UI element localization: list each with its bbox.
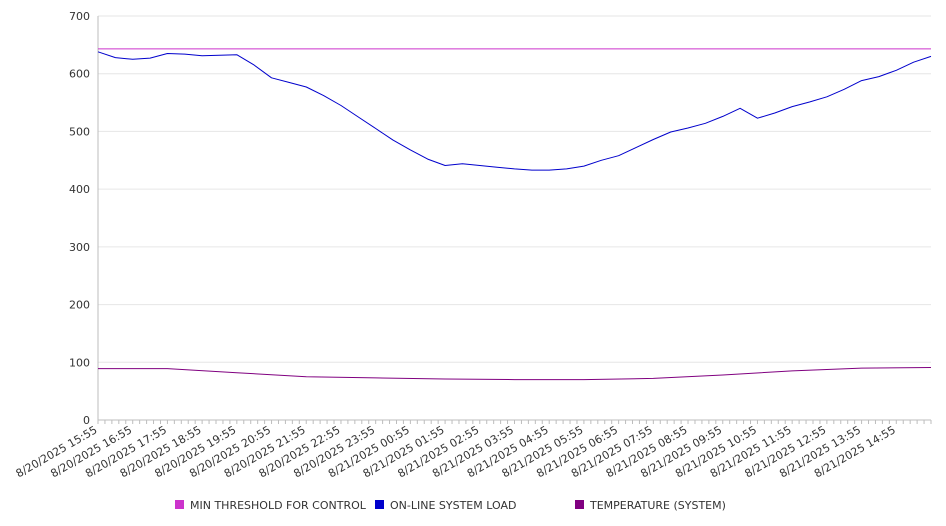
legend-item: ON-LINE SYSTEM LOAD <box>375 499 516 512</box>
legend-swatch <box>575 500 584 509</box>
y-tick-label: 0 <box>83 414 90 427</box>
series-layer <box>97 48 932 381</box>
legend-item: TEMPERATURE (SYSTEM) <box>575 499 726 512</box>
series-line-on-line-system-load <box>97 51 932 171</box>
legend-swatch <box>375 500 384 509</box>
grid-layer <box>98 15 931 421</box>
y-tick-label: 100 <box>69 356 90 369</box>
y-tick-label: 200 <box>69 299 90 312</box>
legend-swatch <box>175 500 184 509</box>
legend-label: TEMPERATURE (SYSTEM) <box>589 499 726 512</box>
x-axis-ticks: 8/20/2025 15:558/20/2025 16:558/20/2025 … <box>14 423 898 480</box>
legend-label: ON-LINE SYSTEM LOAD <box>390 499 516 512</box>
y-tick-label: 600 <box>69 68 90 81</box>
y-tick-label: 300 <box>69 241 90 254</box>
axes-layer <box>97 16 932 424</box>
legend-label: MIN THRESHOLD FOR CONTROL <box>190 499 367 512</box>
legend-item: MIN THRESHOLD FOR CONTROL <box>175 499 367 512</box>
series-line-temperature-system <box>98 367 932 381</box>
legend: MIN THRESHOLD FOR CONTROL ON-LINE SYSTEM … <box>175 499 726 512</box>
y-axis-ticks: 0 100 200 300 400 500 600 700 <box>69 10 90 427</box>
y-tick-label: 700 <box>69 10 90 23</box>
y-tick-label: 500 <box>69 125 90 138</box>
y-tick-label: 400 <box>69 183 90 196</box>
